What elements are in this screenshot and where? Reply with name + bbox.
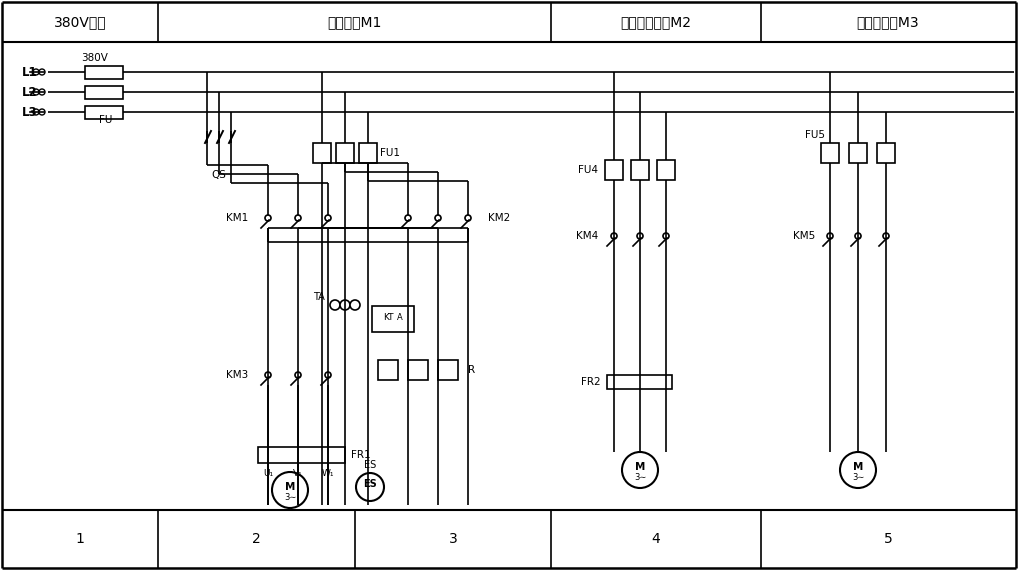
Circle shape <box>840 452 876 488</box>
Text: KM2: KM2 <box>488 213 510 223</box>
Circle shape <box>39 89 45 95</box>
Text: 主电动机M1: 主电动机M1 <box>327 15 381 29</box>
Text: KM4: KM4 <box>576 231 598 241</box>
Bar <box>313 143 331 163</box>
Text: 380V: 380V <box>81 53 109 63</box>
Bar <box>657 160 675 180</box>
Bar <box>84 66 123 79</box>
Bar <box>258 447 345 463</box>
Circle shape <box>827 233 833 239</box>
Circle shape <box>883 233 889 239</box>
Text: KT: KT <box>383 314 393 323</box>
Text: 快移电动机M3: 快移电动机M3 <box>857 15 919 29</box>
Text: 5: 5 <box>884 532 893 546</box>
Text: 冷却泵电动机M2: 冷却泵电动机M2 <box>621 15 691 29</box>
Bar <box>84 86 123 99</box>
Bar <box>438 360 458 380</box>
Text: 4: 4 <box>652 532 661 546</box>
Circle shape <box>340 300 350 310</box>
Bar <box>372 306 414 332</box>
Bar <box>408 360 428 380</box>
Text: L2: L2 <box>22 86 38 99</box>
Circle shape <box>855 233 861 239</box>
Text: TA: TA <box>314 292 325 302</box>
Circle shape <box>33 89 39 95</box>
Bar <box>631 160 649 180</box>
Circle shape <box>663 233 669 239</box>
Circle shape <box>611 233 617 239</box>
Bar <box>336 143 354 163</box>
Text: 3∼: 3∼ <box>852 473 864 482</box>
Text: A: A <box>397 314 403 323</box>
Circle shape <box>33 69 39 75</box>
Bar <box>607 375 672 389</box>
Circle shape <box>350 300 360 310</box>
Text: 2: 2 <box>251 532 261 546</box>
Bar <box>849 143 867 163</box>
Text: 3∼: 3∼ <box>634 473 646 482</box>
Circle shape <box>272 472 308 508</box>
Text: KM3: KM3 <box>226 370 248 380</box>
Text: U₁: U₁ <box>263 469 273 478</box>
Text: M: M <box>635 462 645 472</box>
Text: KM5: KM5 <box>793 231 815 241</box>
Text: FR1: FR1 <box>351 450 371 460</box>
Circle shape <box>325 215 331 221</box>
Text: R: R <box>468 365 475 375</box>
Circle shape <box>325 372 331 378</box>
Text: ES: ES <box>363 479 377 489</box>
Circle shape <box>330 300 340 310</box>
Bar <box>821 143 839 163</box>
Circle shape <box>33 109 39 115</box>
Circle shape <box>637 233 643 239</box>
Text: W₁: W₁ <box>322 469 334 478</box>
Bar <box>876 143 895 163</box>
Text: KM1: KM1 <box>226 213 248 223</box>
Text: 3∼: 3∼ <box>284 492 296 502</box>
Circle shape <box>405 215 411 221</box>
Text: 3: 3 <box>449 532 457 546</box>
Circle shape <box>295 215 301 221</box>
Circle shape <box>39 109 45 115</box>
Text: FR2: FR2 <box>581 377 601 387</box>
Bar <box>605 160 623 180</box>
Bar <box>378 360 398 380</box>
Text: FU: FU <box>100 115 113 125</box>
Circle shape <box>622 452 658 488</box>
Bar <box>84 106 123 119</box>
Text: FU4: FU4 <box>578 165 598 175</box>
Circle shape <box>465 215 471 221</box>
Circle shape <box>356 473 384 501</box>
Text: L3: L3 <box>22 105 38 119</box>
Bar <box>359 143 377 163</box>
Circle shape <box>295 372 301 378</box>
Text: M: M <box>285 482 295 492</box>
Text: M: M <box>853 462 863 472</box>
Text: ES: ES <box>363 460 376 470</box>
Text: L1: L1 <box>22 66 38 79</box>
Circle shape <box>265 372 271 378</box>
Text: FU5: FU5 <box>805 130 825 140</box>
Text: FU1: FU1 <box>380 148 400 158</box>
Text: QS: QS <box>212 170 226 180</box>
Text: 1: 1 <box>75 532 84 546</box>
Circle shape <box>39 69 45 75</box>
Circle shape <box>265 215 271 221</box>
Text: V₁: V₁ <box>293 469 303 478</box>
Circle shape <box>435 215 441 221</box>
Text: 380V电源: 380V电源 <box>54 15 106 29</box>
